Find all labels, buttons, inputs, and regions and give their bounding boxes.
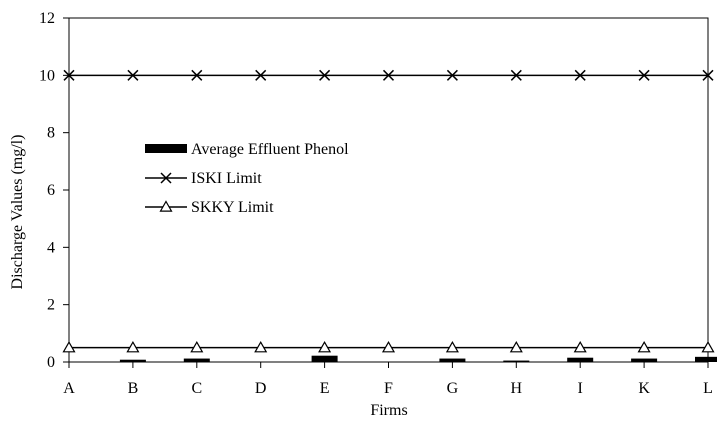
- bar: [567, 357, 594, 362]
- data-point: [62, 340, 76, 353]
- data-point: [574, 69, 586, 81]
- data-point: [190, 340, 204, 353]
- legend-label: ISKI Limit: [191, 170, 262, 187]
- data-point: [63, 69, 75, 81]
- data-point: [701, 340, 715, 353]
- legend-swatch-bar: [145, 144, 187, 153]
- data-point: [445, 340, 459, 353]
- y-tick-label: 0: [47, 354, 55, 371]
- data-point: [510, 69, 522, 81]
- bar: [119, 359, 146, 362]
- bars-average-effluent-phenol: [119, 355, 717, 362]
- y-axis: 0 2 4 6 8 10 12: [39, 10, 69, 371]
- x-tick-label: G: [447, 380, 459, 397]
- y-tick-label: 12: [39, 10, 55, 27]
- data-point: [638, 69, 650, 81]
- x-tick-label: F: [384, 380, 393, 397]
- y-tick-label: 10: [39, 67, 55, 84]
- y-tick-label: 6: [47, 182, 55, 199]
- x-axis-label: Firms: [370, 402, 407, 419]
- plot-area-border: [68, 17, 709, 363]
- x-tick-label: K: [638, 380, 650, 397]
- bar: [695, 356, 717, 362]
- bar: [439, 358, 466, 362]
- bar: [183, 358, 210, 362]
- data-point: [254, 340, 268, 353]
- data-point: [702, 69, 714, 81]
- legend-label: SKKY Limit: [191, 199, 274, 216]
- data-point: [509, 340, 523, 353]
- plot-frame: [68, 17, 709, 363]
- data-point: [191, 69, 203, 81]
- bar: [631, 358, 658, 362]
- data-point: [255, 69, 267, 81]
- bar: [503, 360, 530, 362]
- data-point: [318, 340, 332, 353]
- x-tick-label: B: [128, 380, 139, 397]
- data-point: [446, 69, 458, 81]
- data-point: [127, 69, 139, 81]
- legend: Average Effluent Phenol ISKI Limit SKKY Li…: [145, 141, 349, 216]
- legend-marker: [159, 200, 173, 212]
- data-point: [381, 340, 396, 353]
- x-tick-label: L: [703, 380, 713, 397]
- data-point: [382, 69, 395, 81]
- y-tick-label: 2: [47, 297, 55, 314]
- legend-marker: [160, 172, 172, 184]
- series-skky-limit: [62, 340, 715, 353]
- bar: [311, 355, 338, 362]
- x-tick-label: A: [63, 380, 75, 397]
- x-tick-label: E: [320, 380, 330, 397]
- y-axis-label: Discharge Values (mg/l): [9, 135, 26, 290]
- legend-label: Average Effluent Phenol: [191, 141, 349, 158]
- y-tick-label: 4: [47, 239, 55, 256]
- y-tick-label: 8: [47, 125, 55, 142]
- data-point: [319, 69, 331, 81]
- x-tick-label: H: [511, 380, 523, 397]
- data-point: [126, 340, 140, 353]
- data-point: [573, 340, 587, 353]
- x-tick-label: D: [255, 380, 267, 397]
- series-iski-limit: [63, 69, 714, 81]
- data-point: [637, 340, 651, 353]
- x-tick-label: C: [191, 380, 202, 397]
- x-tick-label: I: [578, 380, 583, 397]
